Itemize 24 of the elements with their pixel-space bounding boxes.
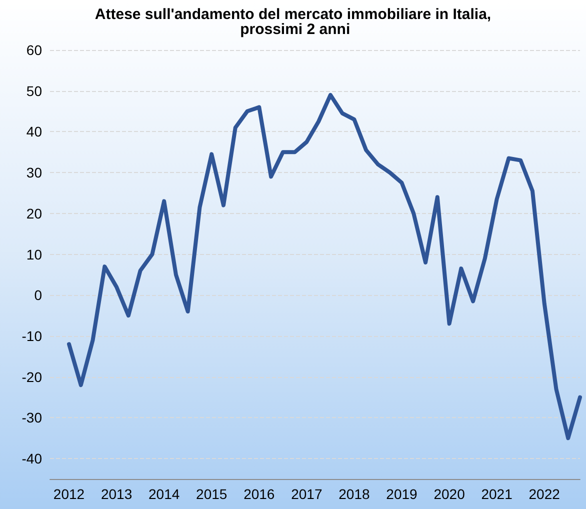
x-tick-label: 2021 <box>481 486 513 502</box>
x-tick-label: 2018 <box>338 486 370 502</box>
y-tick-label: -20 <box>22 368 42 385</box>
x-tick-label: 2016 <box>244 486 275 502</box>
y-tick-label: 40 <box>26 124 42 140</box>
x-tick-label: 2019 <box>386 486 418 502</box>
y-tick-label: 30 <box>26 164 42 181</box>
x-tick-label: 2014 <box>148 486 180 502</box>
line-series <box>67 92 582 440</box>
y-tick-label: -10 <box>22 328 42 344</box>
x-tick-label: 2022 <box>528 486 560 502</box>
y-tick-label: -40 <box>22 450 42 467</box>
x-tick-label: 2015 <box>196 486 228 502</box>
x-tick-label: 2012 <box>53 486 85 502</box>
y-tick-label: 0 <box>34 287 42 304</box>
x-tick-label: 2013 <box>100 486 132 502</box>
y-tick-label: 20 <box>26 205 42 222</box>
x-tick-label: 2017 <box>291 486 322 502</box>
x-tick-label: 2020 <box>434 486 466 502</box>
y-tick-label: 60 <box>26 42 42 58</box>
y-tick-label: 10 <box>26 246 42 262</box>
chart-title: Attese sull'andamento del mercato immobiliare in Italia, prossimi 2 anni <box>94 6 492 38</box>
y-tick-label: -30 <box>22 410 42 426</box>
y-tick-label: 50 <box>26 82 42 99</box>
